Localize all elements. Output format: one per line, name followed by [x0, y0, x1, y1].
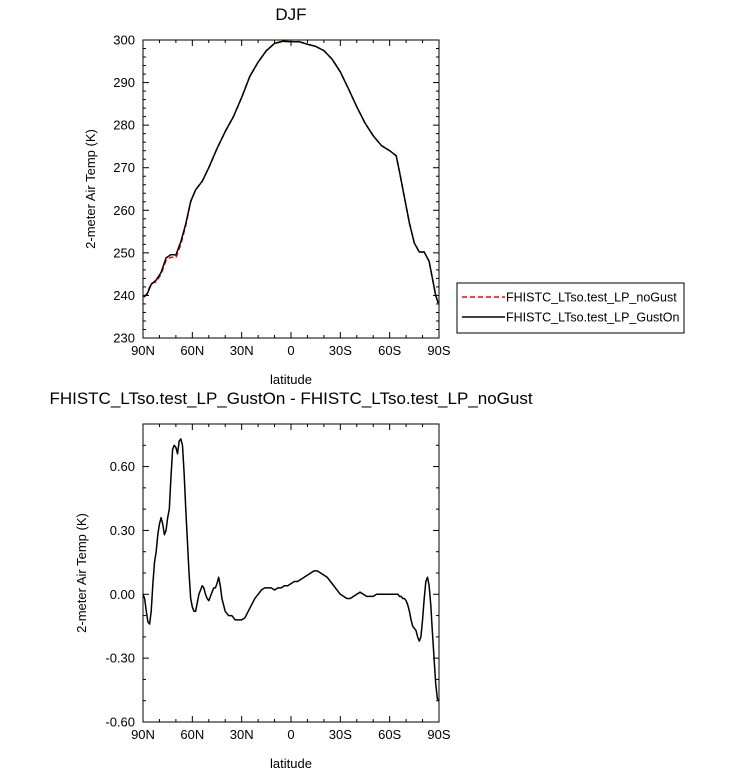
top-xtick-label-0: 90N [131, 343, 155, 358]
top-xtick-label-6: 90S [427, 343, 450, 358]
top-xtick-label-5: 60S [378, 343, 401, 358]
bottom-ytick-label-4: -0.60 [105, 715, 135, 730]
bottom-xtick-label-6: 90S [427, 727, 450, 742]
top-ytick-label-3: 270 [113, 160, 135, 175]
top-chart: DJF 90N 60N 30N 0 30S 60S 90S 300 290 280 270 260 25… [83, 5, 685, 387]
top-xtick-label-2: 30N [230, 343, 254, 358]
top-chart-ylabel: 2-meter Air Temp (K) [83, 129, 98, 249]
bottom-chart-series-group [142, 438, 440, 702]
top-chart-frame [142, 39, 440, 339]
legend-label-nogust: FHISTC_LTso.test_LP_noGust [506, 291, 677, 305]
legend-box [456, 282, 685, 334]
top-chart-title: DJF [275, 5, 306, 24]
bottom-xtick-label-5: 60S [378, 727, 401, 742]
bottom-chart-axes-group: 90N 60N 30N 0 30S 60S 90S 0.60 0.30 0.00 -0.30 -0.6… [105, 423, 451, 742]
bottom-chart: FHISTC_LTso.test_LP_GustOn - FHISTC_LTso… [49, 389, 532, 771]
bottom-chart-xlabel: latitude [270, 756, 312, 771]
top-ytick-label-5: 250 [113, 245, 135, 260]
bottom-ytick-label-1: 0.30 [110, 523, 135, 538]
top-ytick-label-1: 290 [113, 75, 135, 90]
bottom-chart-ylabel: 2-meter Air Temp (K) [74, 513, 89, 633]
legend-label-guston: FHISTC_LTso.test_LP_GustOn [506, 311, 679, 325]
bottom-xtick-label-3: 0 [287, 727, 294, 742]
top-xtick-label-1: 60N [180, 343, 204, 358]
top-xtick-label-3: 0 [287, 343, 294, 358]
bottom-series-line-0 [142, 438, 440, 702]
bottom-xtick-label-1: 60N [180, 727, 204, 742]
bottom-chart-frame [142, 423, 440, 723]
top-ytick-label-2: 280 [113, 118, 135, 133]
top-chart-axes-group: 90N 60N 30N 0 30S 60S 90S 300 290 280 270 260 250 240… [113, 33, 451, 359]
top-xtick-label-4: 30S [329, 343, 352, 358]
top-ytick-label-0: 300 [113, 33, 135, 48]
top-ytick-label-6: 240 [113, 288, 135, 303]
bottom-xtick-label-2: 30N [230, 727, 254, 742]
bottom-xtick-label-4: 30S [329, 727, 352, 742]
bottom-ytick-label-2: 0.00 [110, 587, 135, 602]
top-chart-xlabel: latitude [270, 372, 312, 387]
top-series-line-0 [143, 40, 439, 303]
bottom-ytick-label-3: -0.30 [105, 651, 135, 666]
bottom-chart-title: FHISTC_LTso.test_LP_GustOn - FHISTC_LTso… [49, 389, 532, 408]
top-ytick-label-4: 260 [113, 203, 135, 218]
top-ytick-label-7: 230 [113, 331, 135, 346]
bottom-xtick-label-0: 90N [131, 727, 155, 742]
top-series-line-1 [143, 40, 439, 304]
legend: FHISTC_LTso.test_LP_noGust FHISTC_LTso.t… [456, 282, 685, 334]
top-chart-series-group [143, 40, 439, 304]
bottom-ytick-label-0: 0.60 [110, 459, 135, 474]
